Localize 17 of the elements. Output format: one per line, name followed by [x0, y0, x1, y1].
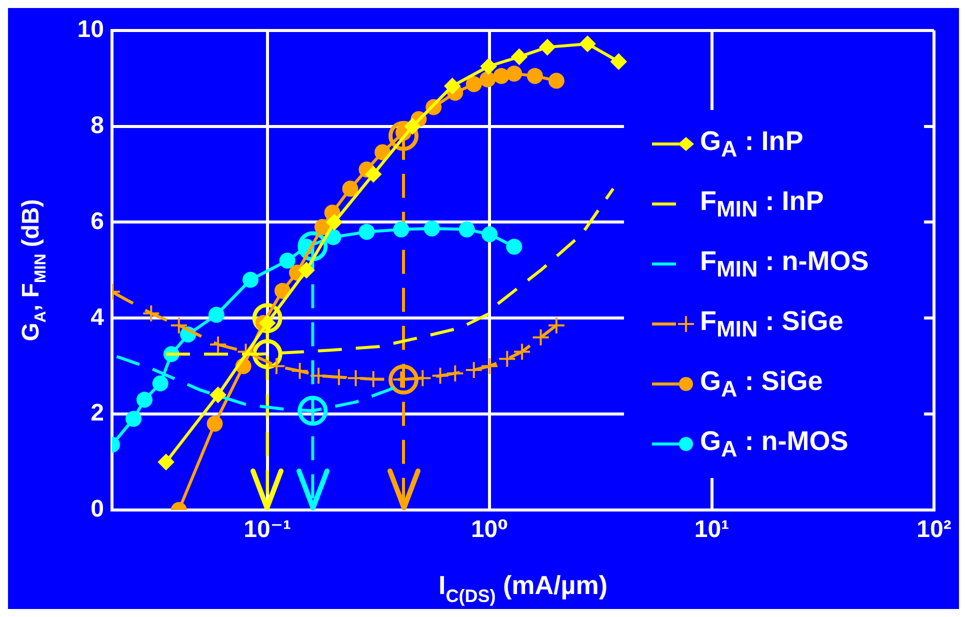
legend-label: G$_{A}$ : n-MOS — [700, 426, 848, 462]
legend-label: F$_{MIN}$ : SiGe — [700, 306, 844, 342]
y-axis-title: GA, FMIN (dB) — [18, 199, 50, 342]
y-tick-label: 0 — [90, 496, 104, 523]
x-tick-label: 10⁰ — [470, 516, 508, 544]
legend-label: F$_{MIN}$ : n-MOS — [700, 246, 869, 282]
x-tick-label: 10⁻¹ — [244, 516, 292, 544]
legend-label: F$_{MIN}$ : InP — [700, 186, 824, 222]
legend-label: G$_{A}$ : SiGe — [700, 366, 823, 402]
y-tick-label: 6 — [90, 208, 104, 235]
y-tick-label: 2 — [90, 400, 104, 427]
legend-label: G$_{A}$ : InP — [700, 126, 804, 162]
y-tick-label: 4 — [90, 304, 105, 331]
x-tick-label: 10² — [916, 516, 952, 544]
x-tick-label: 10¹ — [694, 516, 730, 544]
y-tick-label: 8 — [90, 112, 104, 139]
y-tick-label: 10 — [77, 16, 104, 44]
